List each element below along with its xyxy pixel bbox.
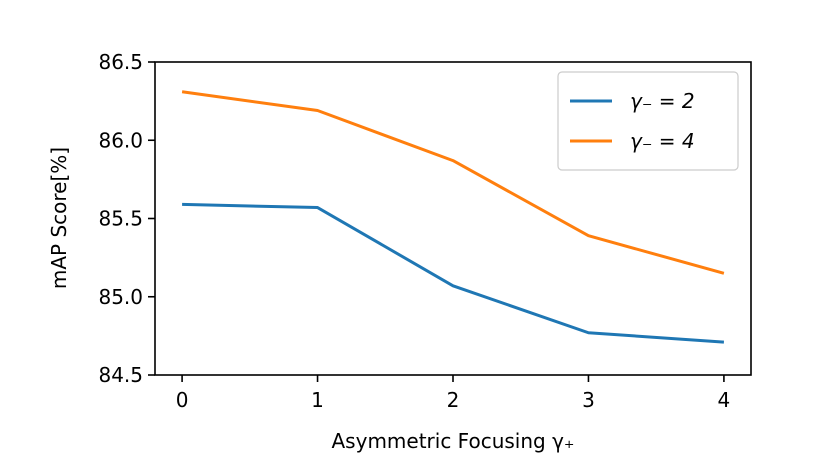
legend-box — [557, 71, 739, 171]
series-line-2 — [181, 90, 725, 275]
y-tick-label: 85.0 — [98, 285, 143, 309]
y-tick-label: 86.0 — [98, 128, 143, 152]
y-tick-label: 85.5 — [98, 207, 143, 231]
x-tick-label: 1 — [311, 388, 324, 412]
legend: γ₋ = 2 γ₋ = 4 — [557, 71, 739, 171]
x-tick-label: 4 — [718, 388, 731, 412]
series-layer — [181, 90, 725, 344]
y-axis-label: mAP Score[%] — [47, 147, 71, 289]
x-tick-label: 2 — [447, 388, 460, 412]
y-axis-ticks: 84.5 85.0 85.5 86.0 86.5 — [98, 50, 155, 387]
y-tick-label: 84.5 — [98, 363, 143, 387]
y-tick-label: 86.5 — [98, 50, 143, 74]
x-tick-label: 0 — [176, 388, 189, 412]
series-line-1 — [182, 202, 725, 344]
x-tick-label: 3 — [582, 388, 595, 412]
legend-label-gamma-minus-4: γ₋ = 4 — [630, 129, 695, 153]
legend-label-gamma-minus-2: γ₋ = 2 — [630, 89, 695, 113]
x-axis-label: Asymmetric Focusing γ₊ — [332, 429, 575, 453]
x-axis-ticks: 0 1 2 3 4 — [176, 375, 731, 412]
